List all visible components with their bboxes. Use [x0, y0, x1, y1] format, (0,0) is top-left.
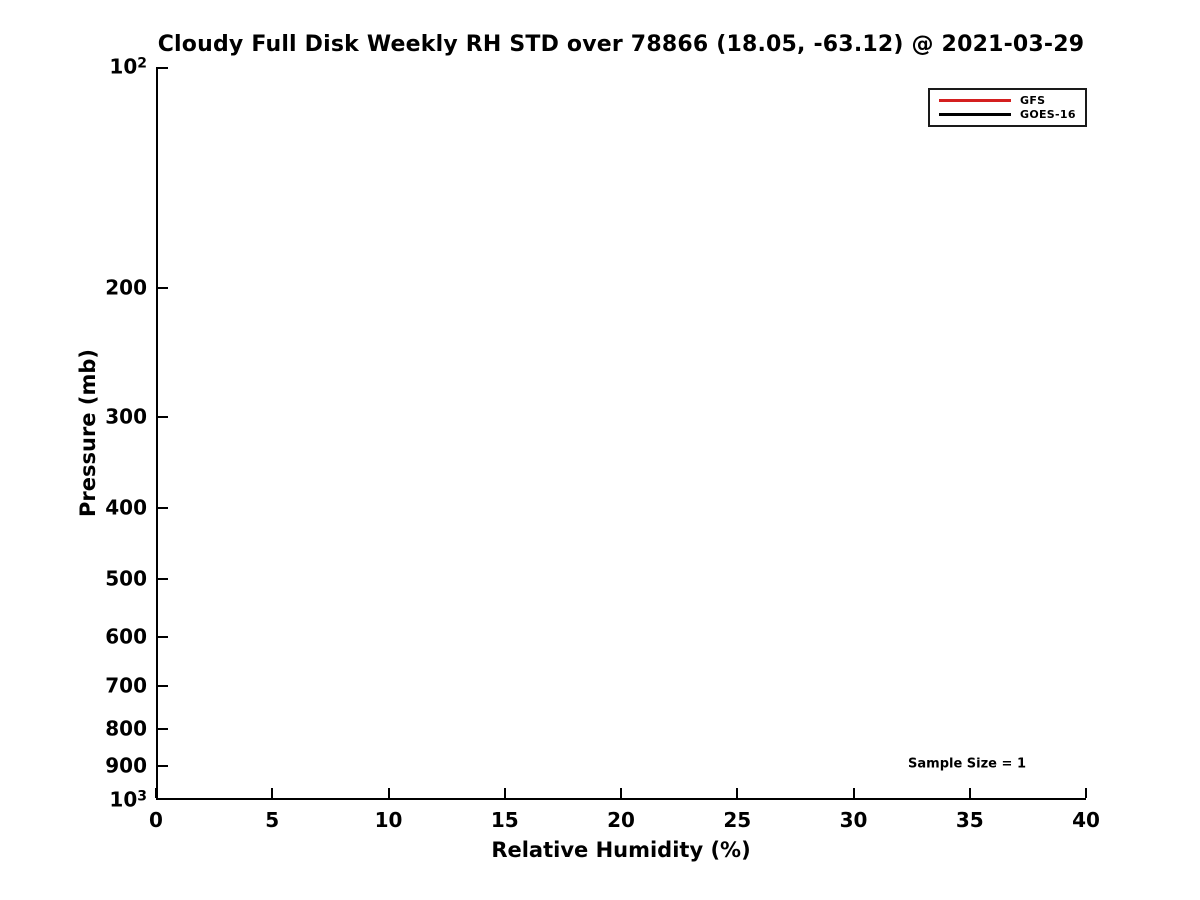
sample-size-annotation: Sample Size = 1: [908, 756, 1026, 772]
x-tick: [736, 788, 739, 798]
y-tick-label: 300: [105, 404, 147, 429]
x-tick-label: 35: [955, 808, 984, 832]
y-tick-label: 102: [109, 54, 147, 79]
gfs-line-swatch: [939, 99, 1011, 102]
x-tick-label: 30: [839, 808, 868, 832]
x-tick: [155, 788, 157, 798]
y-tick-label: 103: [109, 787, 147, 812]
y-tick: [158, 727, 168, 730]
y-tick-label: 400: [105, 495, 147, 520]
x-tick: [968, 788, 971, 798]
x-tick: [852, 788, 855, 798]
legend-label-gfs: GFS: [1020, 94, 1046, 107]
y-tick-label: 600: [105, 624, 147, 649]
y-tick: [158, 685, 168, 688]
y-tick-label: 800: [105, 716, 147, 741]
legend: GFS GOES-16: [928, 88, 1087, 127]
x-axis-spine: [156, 798, 1086, 800]
x-tick: [620, 788, 622, 798]
y-tick: [158, 578, 168, 581]
goes16-line-swatch: [939, 113, 1011, 116]
y-tick: [158, 765, 168, 768]
y-axis-label: Pressure (mb): [76, 349, 100, 517]
x-tick-label: 0: [149, 808, 163, 832]
chart-title: Cloudy Full Disk Weekly RH STD over 7886…: [157, 32, 1085, 57]
x-tick-label: 15: [490, 808, 519, 832]
y-axis-spine: [156, 67, 158, 800]
y-tick: [158, 67, 168, 69]
legend-entry-goes16: GOES-16: [939, 108, 1076, 121]
x-tick: [503, 788, 506, 798]
plot-area: 0 5 10 15 20 25 30 35 40 102 200 300 400 500 600 700 800…: [105, 57, 1100, 832]
x-tick: [271, 788, 274, 798]
legend-label-goes16: GOES-16: [1020, 108, 1076, 121]
y-tick: [158, 286, 168, 289]
x-tick-label: 20: [607, 808, 635, 832]
x-tick-label: 25: [723, 808, 752, 832]
y-tick: [158, 415, 168, 418]
x-axis-label: Relative Humidity (%): [491, 838, 751, 862]
y-tick-label: 500: [105, 566, 147, 591]
x-tick-label: 40: [1072, 808, 1100, 832]
legend-entry-gfs: GFS: [939, 94, 1076, 107]
y-tick: [158, 798, 168, 800]
y-tick-label: 900: [105, 754, 147, 779]
y-tick-label: 700: [105, 674, 147, 699]
x-tick: [1085, 788, 1087, 798]
y-tick: [158, 507, 168, 510]
y-tick-label: 200: [105, 275, 147, 300]
x-tick-label: 5: [265, 808, 280, 832]
x-tick: [387, 788, 390, 798]
y-tick: [158, 636, 168, 639]
x-tick-label: 10: [374, 808, 403, 832]
